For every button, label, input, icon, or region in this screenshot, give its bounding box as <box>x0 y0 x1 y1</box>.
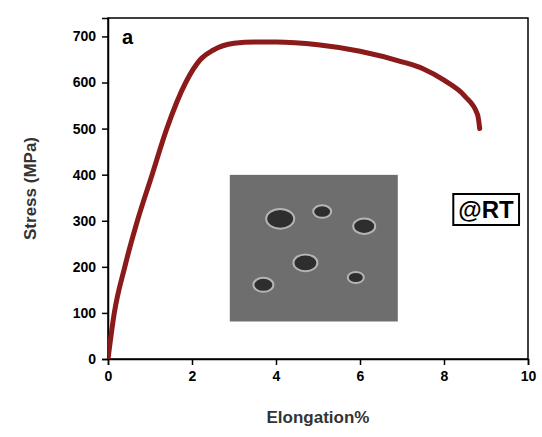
plot-frame <box>108 18 528 359</box>
x-tick-mark <box>444 359 446 365</box>
annotation-text: @RT <box>458 196 514 223</box>
plot: 02468100100200300400500600700 <box>73 18 537 384</box>
y-tick-label: 400 <box>73 167 97 183</box>
x-tick: 4 <box>273 359 281 384</box>
y-tick-mark <box>102 359 108 361</box>
x-tick-mark <box>192 359 194 365</box>
y-axis: 0 100 200 300 400 500 600 700 <box>73 19 109 367</box>
chart: 02468100100200300400500600700Elongation%… <box>0 0 542 437</box>
data-layer <box>108 42 480 359</box>
panel-label: a <box>122 26 134 48</box>
inset-background <box>230 175 398 322</box>
y-tick-mark <box>102 82 108 84</box>
x-tick: 10 <box>521 359 537 384</box>
x-tick: 0 <box>105 359 113 384</box>
x-tick-mark <box>360 359 362 365</box>
y-tick: 200 <box>73 259 108 275</box>
annotation: @RT <box>453 194 519 225</box>
y-tick: 300 <box>73 213 108 229</box>
y-tick-label: 0 <box>88 351 96 367</box>
x-tick: 8 <box>441 359 449 384</box>
inset-dimple <box>353 218 375 233</box>
y-tick-mark <box>102 128 108 130</box>
inset-dimple <box>266 209 294 229</box>
y-tick-label: 600 <box>73 74 97 90</box>
x-tick-mark <box>528 359 530 365</box>
y-tick-mark <box>102 36 108 38</box>
inset-dimple <box>313 205 331 218</box>
stress-curve <box>108 42 480 359</box>
y-tick-label: 100 <box>73 305 97 321</box>
x-tick-mark <box>276 359 278 365</box>
y-tick-label: 300 <box>73 213 97 229</box>
y-axis-line <box>102 19 109 360</box>
y-axis-title: Stress (MPa) <box>21 137 40 240</box>
y-tick: 500 <box>73 121 108 137</box>
x-axis-line <box>109 360 529 366</box>
y-tick-label: 500 <box>73 121 97 137</box>
inset-dimple <box>293 254 317 271</box>
y-tick: 400 <box>73 167 108 183</box>
y-tick-mark <box>102 267 108 269</box>
y-tick-mark <box>102 174 108 176</box>
inset-dimple <box>253 278 273 292</box>
y-tick-label: 200 <box>73 259 97 275</box>
x-tick-label: 10 <box>521 368 537 384</box>
annotation-box <box>453 194 519 225</box>
inset-dimple <box>348 272 364 283</box>
x-tick-label: 6 <box>357 368 365 384</box>
x-axis: 0 2 4 6 8 10 <box>105 359 537 384</box>
x-tick: 6 <box>357 359 365 384</box>
x-tick-label: 4 <box>273 368 281 384</box>
x-tick-label: 0 <box>105 368 113 384</box>
x-tick-label: 2 <box>189 368 197 384</box>
y-tick-label: 700 <box>73 28 97 44</box>
y-tick: 600 <box>73 74 108 90</box>
y-tick: 100 <box>73 305 108 321</box>
x-axis-title: Elongation% <box>267 408 370 427</box>
y-tick-mark <box>102 313 108 315</box>
y-tick: 700 <box>73 28 108 44</box>
y-tick: 0 <box>88 351 108 367</box>
x-tick: 2 <box>189 359 197 384</box>
x-tick-label: 8 <box>441 368 449 384</box>
y-tick-mark <box>102 221 108 223</box>
inset-image <box>230 175 398 322</box>
